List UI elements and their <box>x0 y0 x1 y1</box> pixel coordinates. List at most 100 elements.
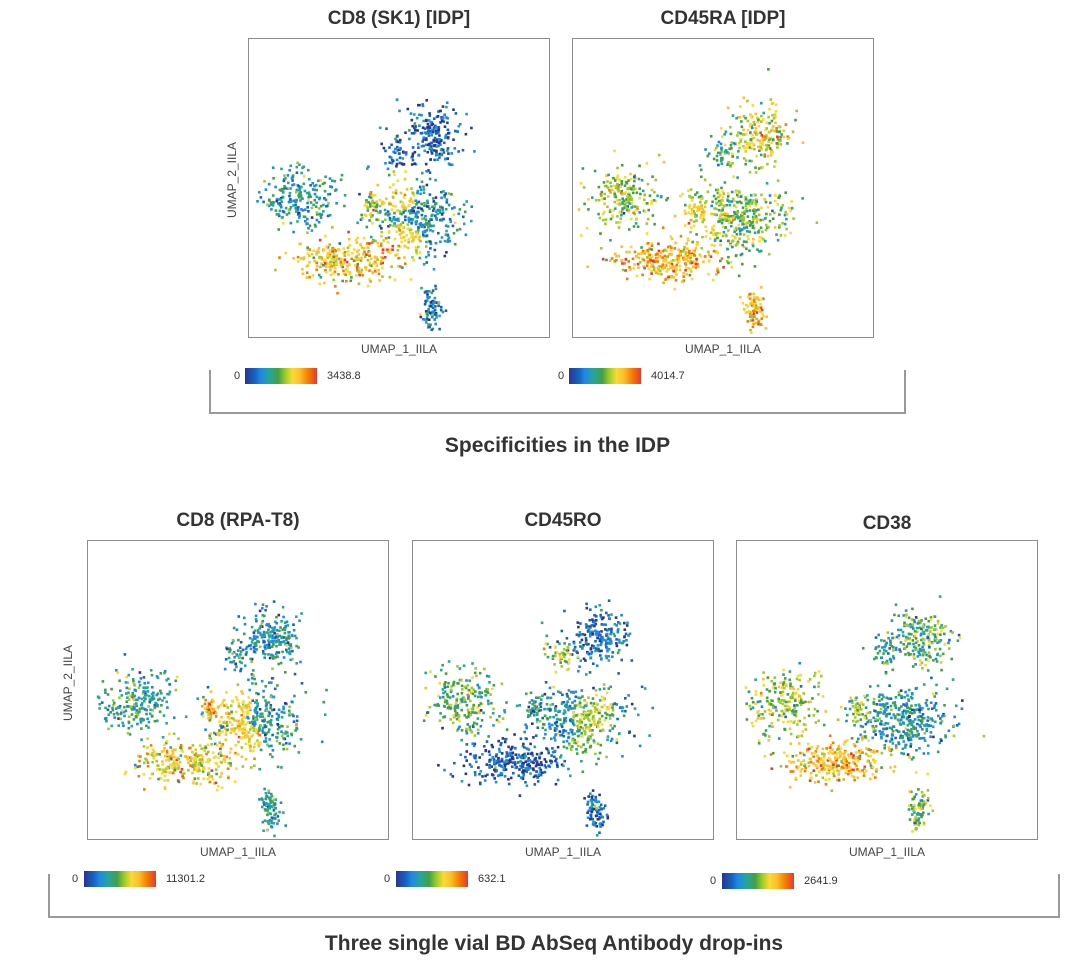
cell-point <box>237 725 240 728</box>
cell-point <box>488 760 491 763</box>
cell-point <box>507 782 511 786</box>
cell-point <box>527 762 531 766</box>
cell-point <box>435 131 438 135</box>
cell-point <box>643 266 646 270</box>
cell-point <box>293 694 296 698</box>
cell-point <box>425 290 429 293</box>
cell-point <box>610 613 613 616</box>
cell-point <box>556 778 560 782</box>
cell-point <box>590 807 594 811</box>
cell-point <box>266 203 269 207</box>
cell-point <box>775 142 779 145</box>
cell-point <box>679 250 683 253</box>
cell-point <box>753 231 757 234</box>
cell-point <box>397 227 401 231</box>
cell-point <box>633 734 636 738</box>
cell-point <box>150 772 154 776</box>
cell-point <box>729 144 733 147</box>
cell-point <box>429 145 433 148</box>
cell-point <box>190 757 193 760</box>
cell-point <box>465 727 468 731</box>
cell-point <box>602 181 606 184</box>
cell-point <box>751 325 755 329</box>
cell-point <box>225 730 228 734</box>
cell-point <box>749 292 752 296</box>
cell-point <box>588 618 591 622</box>
cell-point <box>369 280 372 283</box>
cell-point <box>235 628 239 631</box>
cell-point <box>421 171 424 175</box>
cell-point <box>271 634 274 637</box>
cell-point <box>609 181 612 184</box>
cell-point <box>451 695 455 698</box>
cell-point <box>241 692 244 695</box>
cell-point <box>519 764 522 768</box>
cell-point <box>259 624 262 628</box>
cell-point <box>268 803 271 807</box>
cell-point <box>200 704 204 708</box>
cell-point <box>427 253 430 257</box>
cell-point <box>311 274 315 277</box>
cell-point <box>709 255 713 258</box>
cell-point <box>240 661 243 665</box>
cell-point <box>244 735 248 739</box>
cell-point <box>456 682 459 685</box>
cell-point <box>284 206 288 210</box>
cell-point <box>376 218 380 222</box>
cell-point <box>615 738 619 741</box>
cell-point <box>611 709 615 712</box>
cell-point <box>756 132 759 136</box>
cell-point <box>357 248 361 252</box>
cell-point <box>268 728 271 731</box>
cell-point <box>390 143 393 147</box>
cell-point <box>165 700 168 704</box>
cell-point <box>546 642 549 646</box>
cell-point <box>594 800 597 803</box>
cell-point <box>401 202 405 206</box>
cell-point <box>148 712 152 716</box>
cell-point <box>253 647 256 651</box>
cell-point <box>208 734 211 737</box>
cell-point <box>571 728 574 732</box>
cell-point <box>398 245 402 248</box>
cell-point <box>416 189 420 193</box>
cell-point <box>357 266 361 270</box>
x-axis-label: UMAP_1_IILA <box>199 845 277 859</box>
cell-point <box>332 255 336 259</box>
cell-point <box>576 730 579 733</box>
cell-point <box>255 648 259 651</box>
cell-point <box>291 713 294 716</box>
cell-point <box>761 143 765 147</box>
cell-point <box>688 273 692 277</box>
cell-point <box>611 214 614 217</box>
cell-point <box>753 300 756 303</box>
cell-point <box>495 753 498 756</box>
cell-point <box>754 204 758 207</box>
cell-point <box>304 219 307 223</box>
cell-point <box>239 650 243 653</box>
cell-point <box>567 658 571 661</box>
cell-point <box>557 690 560 693</box>
cell-point <box>600 608 603 612</box>
cell-point <box>446 121 449 125</box>
cell-point <box>424 223 428 226</box>
cell-point <box>368 254 371 257</box>
cell-point <box>763 198 766 201</box>
cell-point <box>196 769 199 773</box>
cell-point <box>760 148 763 151</box>
cell-point <box>233 780 237 783</box>
cell-point <box>625 624 629 627</box>
cell-point <box>691 196 694 199</box>
cell-point <box>764 148 768 152</box>
cell-point <box>469 699 472 703</box>
cell-point <box>117 724 120 727</box>
cell-point <box>565 739 569 743</box>
cell-point <box>428 177 432 181</box>
cell-point <box>316 249 320 253</box>
cell-point <box>747 128 750 132</box>
cell-point <box>736 215 740 218</box>
cell-point <box>165 753 169 757</box>
cell-point <box>601 728 605 732</box>
cell-point <box>664 264 668 267</box>
cell-point <box>596 636 599 640</box>
